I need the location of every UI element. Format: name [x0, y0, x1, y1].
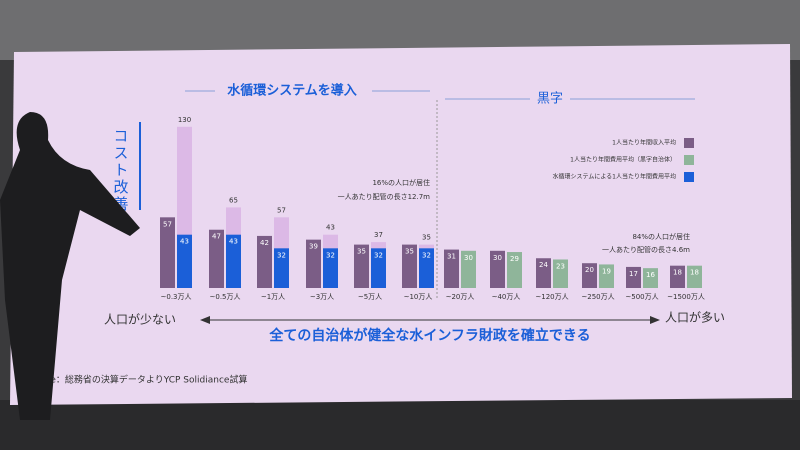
value-label: 30: [493, 254, 502, 262]
x-tick-label: ~0.5万人: [210, 293, 241, 301]
x-tick-label: ~1万人: [261, 293, 285, 301]
x-tick-label: ~500万人: [625, 293, 658, 301]
bar: [226, 234, 241, 288]
x-tick-label: ~3万人: [310, 293, 334, 301]
legend-swatch: [684, 138, 694, 148]
bar: [626, 266, 641, 288]
value-label: 32: [374, 251, 383, 259]
value-label: 20: [585, 266, 594, 274]
bar: [257, 235, 272, 288]
bar: [582, 263, 597, 288]
bar: [419, 248, 434, 288]
value-label: 39: [309, 243, 318, 251]
value-label: 57: [163, 220, 172, 228]
annotation: 84%の人口が居住: [632, 232, 690, 241]
value-label: 19: [602, 267, 611, 275]
value-label: 57: [277, 206, 286, 214]
x-tick-label: ~250万人: [581, 293, 614, 301]
bar: [444, 249, 459, 288]
value-label: 130: [178, 116, 191, 124]
bar: [643, 268, 658, 288]
bar: [599, 264, 614, 288]
value-label: 35: [405, 248, 414, 256]
value-label: 35: [357, 248, 366, 256]
bar: [177, 234, 192, 288]
value-label: 18: [673, 269, 682, 277]
value-label: 23: [556, 262, 565, 270]
value-label: 32: [277, 251, 286, 259]
bar: [687, 265, 702, 288]
bar: [306, 239, 321, 288]
annotation: 一人あたり配管の長さ4.6m: [602, 245, 690, 254]
x-tick-label: ~10万人: [404, 293, 433, 301]
left-label: 人口が少ない: [104, 312, 176, 327]
value-label: 65: [229, 196, 238, 204]
x-tick-label: ~40万人: [492, 293, 521, 301]
x-tick-label: ~5万人: [358, 293, 382, 301]
chart-title: 水循環システムを導入: [227, 83, 357, 99]
legend-label: 1人当たり年間費用平均（黒字自治体）: [570, 156, 676, 164]
value-label: 24: [539, 261, 548, 269]
x-tick-label: ~120万人: [535, 293, 568, 301]
value-label: 47: [212, 233, 221, 241]
value-label: 32: [422, 251, 431, 259]
value-label: 29: [510, 255, 519, 263]
value-label: 17: [629, 270, 638, 278]
legend-label: 水循環システムによる1人当たり年間費用平均: [553, 173, 676, 181]
arrow-head: [650, 316, 660, 324]
bar: [553, 259, 568, 288]
value-label: 42: [260, 239, 269, 247]
bar: [323, 248, 338, 288]
value-label: 30: [464, 254, 473, 262]
value-label: 31: [447, 253, 456, 261]
value-label: 37: [374, 231, 383, 239]
bar: [354, 244, 369, 288]
arrow-head: [200, 316, 210, 324]
legend-swatch: [684, 172, 694, 182]
right-label: 人口が多い: [665, 310, 725, 325]
value-label: 35: [422, 234, 431, 242]
annotation: 16%の人口が居住: [372, 178, 430, 187]
bar: [507, 252, 522, 288]
chart-subtitle: 黒字: [537, 92, 563, 107]
value-label: 43: [326, 224, 335, 232]
side-label: コスト改善: [112, 128, 130, 213]
slide: [10, 44, 792, 405]
value-label: 43: [180, 238, 189, 246]
value-label: 18: [690, 269, 699, 277]
x-tick-label: ~0.3万人: [161, 293, 192, 301]
bar: [402, 244, 417, 288]
x-tick-label: ~20万人: [446, 293, 475, 301]
stage: [0, 400, 800, 450]
plot: ~0.3万人 57 130 43 ~0.5万人 47 65 43 ~1万人 42 57 32 ~3万人 3…: [160, 116, 705, 301]
conclusion: 全ての自治体が健全な水インフラ財政を確立できる: [268, 327, 590, 344]
value-label: 43: [229, 238, 238, 246]
x-tick-label: ~1500万人: [667, 293, 705, 301]
bar: [536, 258, 551, 288]
bar: [160, 217, 175, 288]
bar: [371, 248, 386, 288]
bar: [490, 250, 505, 288]
legend-label: 1人当たり年間収入平均: [612, 139, 676, 147]
annotation: 一人あたり配管の長さ12.7m: [338, 192, 431, 201]
value-label: 32: [326, 251, 335, 259]
bar: [461, 250, 476, 288]
bar: [670, 265, 685, 288]
bar: [274, 248, 289, 288]
source: Source：総務省の決算データよりYCP Solidiance試算: [25, 374, 247, 386]
speaker: [0, 112, 140, 420]
bar: [209, 229, 224, 288]
value-label: 16: [646, 271, 655, 279]
legend-swatch: [684, 155, 694, 165]
